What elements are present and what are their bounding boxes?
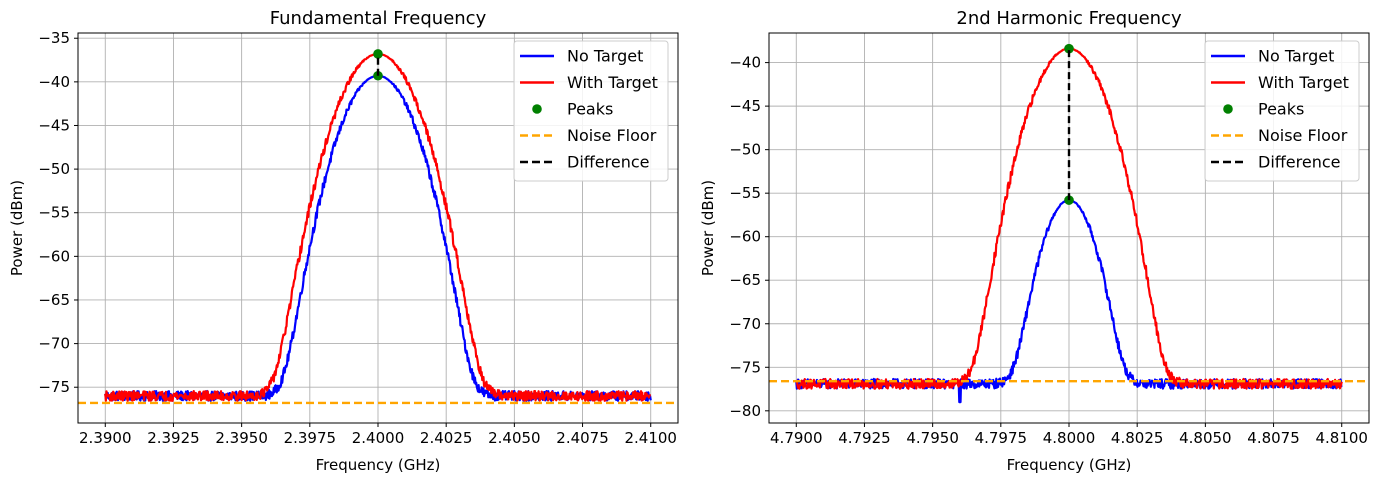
chart0-xtick-label-1: 2.3925 bbox=[147, 429, 200, 447]
chart0-ytick-label-6: −45 bbox=[38, 116, 70, 134]
chart0-title: Fundamental Frequency bbox=[270, 8, 487, 29]
chart0-ytick-label-5: −50 bbox=[38, 160, 70, 178]
chart1-series-peaks-point-1 bbox=[1064, 43, 1074, 54]
chart0-ytick-label-7: −40 bbox=[38, 73, 70, 91]
chart0-legend-peaks-label: Peaks bbox=[567, 100, 613, 119]
chart1-ytick-label-8: −40 bbox=[729, 54, 761, 72]
chart1-xtick-label-7: 4.8075 bbox=[1247, 429, 1300, 447]
chart1-plot-area bbox=[769, 43, 1369, 404]
chart0-ylabel: Power (dBm) bbox=[8, 180, 26, 276]
chart0-legend-difference-label: Difference bbox=[567, 153, 649, 172]
chart1-legend-peaks-swatch bbox=[1223, 104, 1233, 114]
chart1-legend-difference-label: Difference bbox=[1258, 153, 1340, 172]
chart0-ytick-label-4: −55 bbox=[38, 204, 70, 222]
chart0-ytick-label-8: −35 bbox=[38, 29, 70, 47]
chart0-xtick-label-8: 2.4100 bbox=[624, 429, 677, 447]
chart0-ytick-label-2: −65 bbox=[38, 291, 70, 309]
chart1-ytick-label-7: −45 bbox=[729, 97, 761, 115]
chart1-ytick-label-6: −50 bbox=[729, 141, 761, 159]
chart1-xtick-label-0: 4.7900 bbox=[770, 429, 823, 447]
chart0-ytick-label-3: −60 bbox=[38, 247, 70, 265]
chart1-title: 2nd Harmonic Frequency bbox=[956, 8, 1182, 29]
chart0-xtick-label-5: 2.4025 bbox=[420, 429, 473, 447]
chart0-xtick-label-4: 2.4000 bbox=[352, 429, 405, 447]
chart1-legend: No Target With Target Peaks Noise Floor Diff… bbox=[1204, 40, 1360, 182]
chart1-xtick-label-2: 4.7950 bbox=[906, 429, 959, 447]
chart0-xtick-label-2: 2.3950 bbox=[215, 429, 268, 447]
chart1-ytick-label-4: −60 bbox=[729, 228, 761, 246]
chart0-xtick-label-7: 2.4075 bbox=[556, 429, 609, 447]
chart1-xtick-label-1: 4.7925 bbox=[838, 429, 891, 447]
chart0-xlabel: Frequency (GHz) bbox=[316, 456, 441, 474]
chart1-xtick-label-8: 4.8100 bbox=[1315, 429, 1368, 447]
chart1-legend-with-target-label: With Target bbox=[1258, 73, 1349, 92]
chart0-xtick-label-6: 2.4050 bbox=[488, 429, 541, 447]
chart0-ytick-label-1: −70 bbox=[38, 335, 70, 353]
chart1-xlabel: Frequency (GHz) bbox=[1007, 456, 1132, 474]
chart0-legend-box bbox=[513, 40, 669, 182]
chart0-legend-noise-floor-label: Noise Floor bbox=[567, 126, 657, 145]
chart1-ytick-label-5: −55 bbox=[729, 184, 761, 202]
chart0-legend-peaks-swatch bbox=[532, 104, 542, 114]
chart1-ytick-label-3: −65 bbox=[729, 271, 761, 289]
chart0-series-peaks-point-1 bbox=[373, 49, 383, 59]
chart0-xtick-label-0: 2.3900 bbox=[79, 429, 132, 447]
chart1-xtick-label-3: 4.7975 bbox=[975, 429, 1028, 447]
chart1-xtick-label-6: 4.8050 bbox=[1179, 429, 1232, 447]
chart-2nd-harmonic: 4.7900 4.7925 4.7950 4.7975 4.8000 4.8025 4.80… bbox=[699, 8, 1370, 474]
chart1-xtick-label-5: 4.8025 bbox=[1111, 429, 1164, 447]
chart1-legend-noise-floor-label: Noise Floor bbox=[1258, 126, 1348, 145]
chart1-ytick-label-1: −75 bbox=[729, 358, 761, 376]
chart1-legend-box bbox=[1204, 40, 1360, 182]
chart1-ylabel: Power (dBm) bbox=[699, 180, 717, 276]
chart0-ytick-label-0: −75 bbox=[38, 378, 70, 396]
chart1-ytick-label-2: −70 bbox=[729, 315, 761, 333]
chart-fundamental: 2.3900 2.3925 2.3950 2.3975 2.4000 2.4025 2.40… bbox=[8, 8, 679, 474]
chart0-xtick-label-3: 2.3975 bbox=[284, 429, 337, 447]
chart0-plot-area bbox=[78, 49, 678, 405]
chart0-legend-with-target-label: With Target bbox=[567, 73, 658, 92]
chart1-ytick-label-0: −80 bbox=[729, 402, 761, 420]
chart1-xtick-label-4: 4.8000 bbox=[1043, 429, 1096, 447]
chart0-legend: No Target With Target Peaks Noise Floor Diff… bbox=[513, 40, 669, 182]
chart1-legend-peaks-label: Peaks bbox=[1258, 100, 1304, 119]
chart1-legend-no-target-label: No Target bbox=[1258, 47, 1334, 66]
chart0-legend-no-target-label: No Target bbox=[567, 47, 643, 66]
